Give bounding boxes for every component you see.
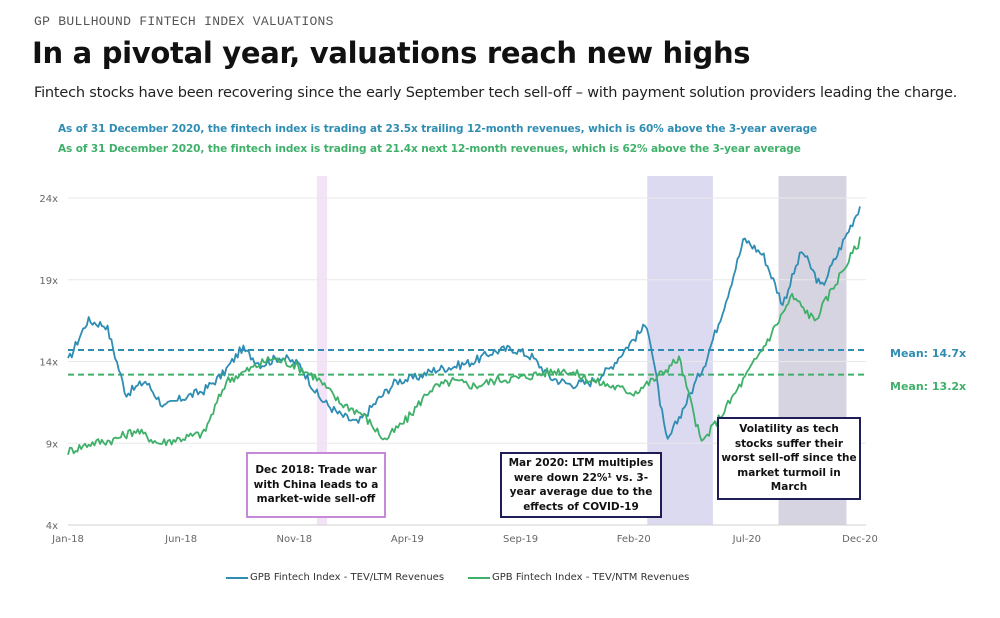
series-line-ltm (67, 206, 861, 440)
x-tick-label: Sep-19 (503, 534, 538, 545)
legend-item-ltm: GPB Fintech Index - TEV/LTM Revenues (226, 572, 444, 583)
x-tick-label: Jun-18 (164, 534, 197, 545)
annotation-mar-2020: Mar 2020: LTM multiples were down 22%¹ v… (500, 452, 662, 518)
legend-label-ntm: GPB Fintech Index - TEV/NTM Revenues (492, 572, 690, 583)
annotation-dec-2018: Dec 2018: Trade war with China leads to … (246, 452, 386, 518)
gridlines (68, 197, 866, 526)
y-tick-label: 24x (39, 194, 58, 205)
y-tick-label: 9x (46, 439, 58, 450)
x-axis-ticks: Jan-18 Jun-18 Nov-18 Apr-19 Sep-19 Feb-20 Jul-… (51, 534, 878, 545)
x-tick-label: Dec-20 (842, 534, 878, 545)
y-axis-ticks: 4x 9x 14x 19x 24x (39, 194, 58, 532)
page-title: In a pivotal year, valuations reach new … (32, 36, 751, 70)
ltm-note: As of 31 December 2020, the fintech inde… (58, 123, 818, 135)
x-tick-label: Nov-18 (276, 534, 312, 545)
x-tick-label: Jul-20 (732, 534, 761, 545)
x-tick-label: Apr-19 (391, 534, 424, 545)
mean-lines (68, 349, 866, 376)
y-tick-label: 19x (39, 276, 58, 287)
y-tick-label: 14x (39, 358, 58, 369)
report-kicker: GP BULLHOUND FINTECH INDEX VALUATIONS (34, 14, 334, 29)
legend-label-ltm: GPB Fintech Index - TEV/LTM Revenues (250, 572, 445, 583)
ntm-note: As of 31 December 2020, the fintech inde… (58, 143, 801, 155)
page-subtitle: Fintech stocks have been recovering sinc… (34, 85, 958, 101)
legend-item-ntm: GPB Fintech Index - TEV/NTM Revenues (468, 572, 689, 583)
x-tick-label: Jan-18 (51, 534, 84, 545)
x-tick-label: Feb-20 (617, 534, 651, 545)
annotation-sep-2020: Volatility as tech stocks suffer their w… (717, 417, 861, 500)
series-line-ntm (67, 236, 861, 456)
mean-label-ntm: Mean: 13.2x (890, 380, 967, 393)
legend-swatch-ltm (226, 576, 248, 579)
mean-label-ltm: Mean: 14.7x (890, 347, 967, 360)
legend-swatch-ntm (468, 576, 490, 579)
series-lines (67, 206, 861, 456)
y-tick-label: 4x (46, 521, 58, 532)
